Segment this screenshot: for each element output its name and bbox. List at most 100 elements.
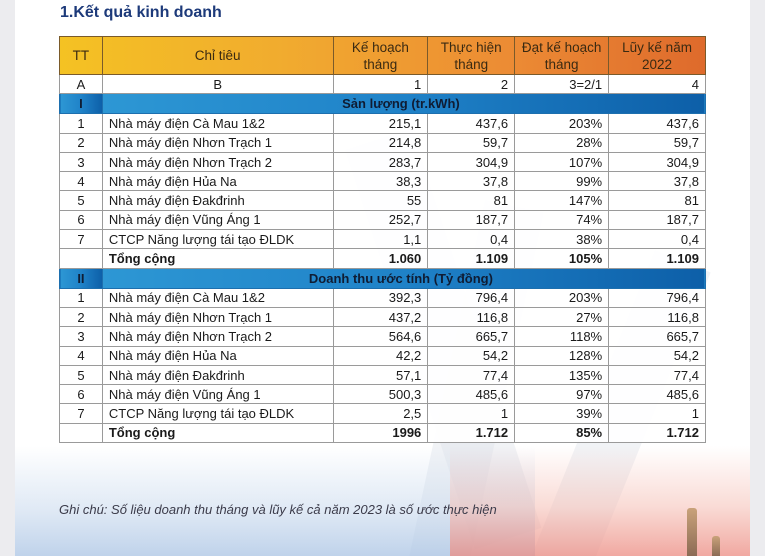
- table-cell: 0,4: [427, 229, 516, 250]
- table-cell: 564,6: [332, 326, 429, 347]
- header-cumulative-year: Lũy kế năm 2022: [608, 36, 706, 75]
- table-cell: 74%: [514, 209, 610, 231]
- table-cell: 665,7: [608, 326, 706, 347]
- header-actual-month: Thực hiện tháng: [427, 36, 516, 75]
- table-header-row: TT Chỉ tiêu Kế hoạch tháng Thực hiện tháng…: [59, 36, 706, 75]
- table-cell: 37,8: [608, 171, 706, 192]
- table-cell: 99%: [514, 171, 610, 192]
- table-cell: 187,7: [608, 209, 706, 231]
- table-cell: 6: [59, 384, 103, 405]
- footnote: Ghi chú: Số liệu doanh thu tháng và lũy …: [59, 502, 497, 517]
- table-cell: 1.712: [608, 422, 706, 444]
- table-cell: 38,3: [332, 171, 429, 192]
- table-cell: 1996: [332, 422, 429, 444]
- table-cell: 1,1: [332, 229, 429, 250]
- table-cell: 105%: [514, 248, 610, 269]
- table-cell: 283,7: [332, 151, 429, 173]
- table-cell: [59, 248, 103, 269]
- table-cell: 485,6: [427, 384, 516, 405]
- table-cell: 796,4: [608, 287, 706, 308]
- table-cell: 665,7: [427, 326, 516, 347]
- table-cell: 85%: [514, 422, 610, 444]
- table-row: 1 Nhà máy điện Cà Mau 1&2 392,3 796,4 203% 79…: [59, 287, 706, 308]
- table-row: 3 Nhà máy điện Nhơn Trạch 2 283,7 304,9 107%…: [59, 151, 706, 173]
- table-cell: 116,8: [608, 306, 706, 328]
- header-tt: TT: [59, 36, 103, 75]
- table-cell: 1.060: [332, 248, 429, 269]
- table-cell: 59,7: [608, 132, 706, 153]
- table-cell: 27%: [514, 306, 610, 328]
- table-cell: 203%: [514, 287, 610, 308]
- table-cell: 392,3: [332, 287, 429, 308]
- table-row: 7 CTCP Năng lượng tái tạo ĐLDK 2,5 1 39% 1: [59, 403, 706, 424]
- table-cell: 5: [59, 364, 103, 386]
- table-row: 1 Nhà máy điện Cà Mau 1&2 215,1 437,6 203% 43…: [59, 113, 706, 134]
- header-plan-month: Kế hoạch tháng: [332, 36, 429, 75]
- section-title: 1.Kết quả kinh doanh: [60, 4, 222, 21]
- table-cell: 796,4: [427, 287, 516, 308]
- table-cell: 7: [59, 229, 103, 250]
- table-cell: Nhà máy điện Hủa Na: [101, 345, 334, 366]
- table-cell: 1: [608, 403, 706, 424]
- table-cell: 54,2: [608, 345, 706, 366]
- table-cell: 81: [608, 190, 706, 211]
- table-cell: 54,2: [427, 345, 516, 366]
- table-row: 2 Nhà máy điện Nhơn Trạch 1 214,8 59,7 28% 59…: [59, 132, 706, 153]
- table-cell: 107%: [514, 151, 610, 173]
- table-cell: 1: [59, 113, 103, 134]
- table-cell: 116,8: [427, 306, 516, 328]
- table-row: 3 Nhà máy điện Nhơn Trạch 2 564,6 665,7 118%…: [59, 326, 706, 347]
- table-cell: Nhà máy điện Cà Mau 1&2: [101, 113, 334, 134]
- table-cell: 42,2: [332, 345, 429, 366]
- table-cell: 1: [427, 403, 516, 424]
- table-cell: 147%: [514, 190, 610, 211]
- table-cell: 3: [59, 151, 103, 173]
- table-cell: 2: [59, 132, 103, 153]
- table-cell: Tổng cộng: [101, 248, 334, 269]
- table-cell: 38%: [514, 229, 610, 250]
- table-cell: 4: [59, 171, 103, 192]
- table-cell: Nhà máy điện Hủa Na: [101, 171, 334, 192]
- table-cell: 437,6: [427, 113, 516, 134]
- table-cell: Nhà máy điện Vũng Áng 1: [101, 384, 334, 405]
- table-cell: 128%: [514, 345, 610, 366]
- header-indicator: Chỉ tiêu: [101, 36, 334, 75]
- table-cell: 77,4: [427, 364, 516, 386]
- table-cell: 4: [59, 345, 103, 366]
- table-cell: 304,9: [427, 151, 516, 173]
- total-row-output: Tổng cộng 1.060 1.109 105% 1.109: [59, 248, 706, 269]
- table-cell: Nhà máy điện Nhơn Trạch 2: [101, 151, 334, 173]
- table-cell: 39%: [514, 403, 610, 424]
- table-cell: Nhà máy điện Cà Mau 1&2: [101, 287, 334, 308]
- table-row: 2 Nhà máy điện Nhơn Trạch 1 437,2 116,8 27% 1…: [59, 306, 706, 328]
- table-cell: 7: [59, 403, 103, 424]
- table-row: 4 Nhà máy điện Hủa Na 42,2 54,2 128% 54,2: [59, 345, 706, 366]
- table-row: 5 Nhà máy điện Đakđrinh 57,1 77,4 135% 77,4: [59, 364, 706, 386]
- table-cell: Nhà máy điện Đakđrinh: [101, 364, 334, 386]
- table-cell: CTCP Năng lượng tái tạo ĐLDK: [101, 403, 334, 424]
- business-results-table: TT Chỉ tiêu Kế hoạch tháng Thực hiện tháng…: [59, 36, 707, 444]
- table-row: 5 Nhà máy điện Đakđrinh 55 81 147% 81: [59, 190, 706, 211]
- table-cell: Tổng cộng: [101, 422, 334, 444]
- table-cell: Nhà máy điện Nhơn Trạch 1: [101, 306, 334, 328]
- table-cell: 437,2: [332, 306, 429, 328]
- table-cell: 304,9: [608, 151, 706, 173]
- report-page: 1.Kết quả kinh doanh TT Chỉ tiêu Kế hoạc…: [15, 0, 750, 556]
- table-cell: 2: [59, 306, 103, 328]
- table-row: 6 Nhà máy điện Vũng Áng 1 500,3 485,6 97% 485…: [59, 384, 706, 405]
- table-row: 4 Nhà máy điện Hủa Na 38,3 37,8 99% 37,8: [59, 171, 706, 192]
- chimney-illustration: [687, 508, 697, 556]
- table-cell: 57,1: [332, 364, 429, 386]
- section-header-revenue: II Doanh thu ước tính (Tỷ đồng): [59, 267, 707, 289]
- table-cell: 5: [59, 190, 103, 211]
- table-cell: 0,4: [608, 229, 706, 250]
- header-plan-achieved: Đạt kế hoạch tháng: [514, 36, 610, 75]
- table-cell: 485,6: [608, 384, 706, 405]
- table-cell: 187,7: [427, 209, 516, 231]
- table-cell: 1: [59, 287, 103, 308]
- table-cell: 97%: [514, 384, 610, 405]
- table-cell: 1.109: [427, 248, 516, 269]
- table-cell: Nhà máy điện Vũng Áng 1: [101, 209, 334, 231]
- table-cell: 6: [59, 209, 103, 231]
- table-cell: Nhà máy điện Nhơn Trạch 1: [101, 132, 334, 153]
